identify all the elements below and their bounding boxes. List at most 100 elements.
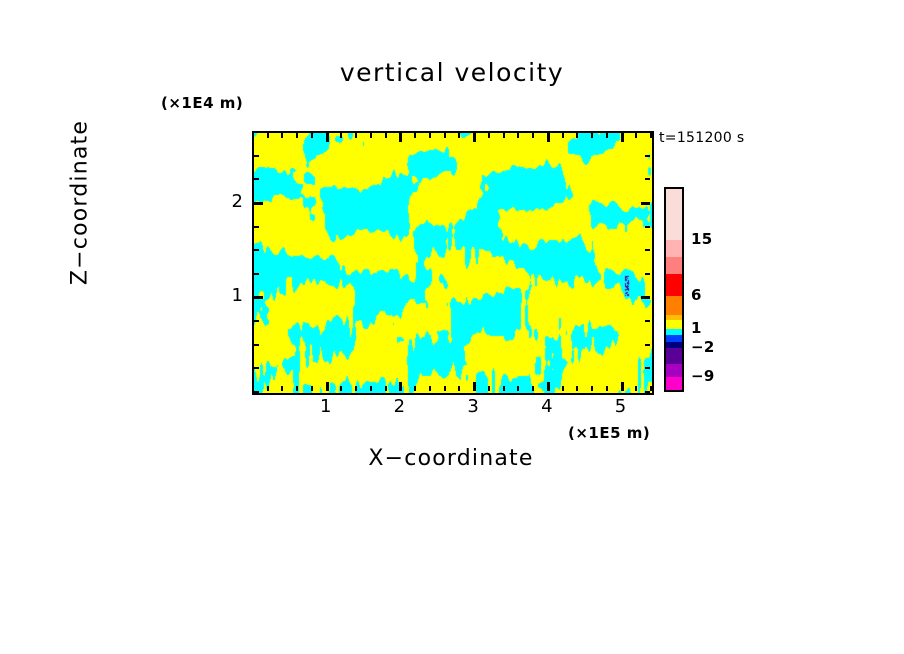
colorbar-tick-label: 6 (691, 285, 702, 304)
tick-mark (252, 133, 254, 138)
tick-mark (311, 386, 313, 391)
tick-mark (645, 320, 650, 322)
tick-mark (254, 296, 263, 299)
tick-mark (645, 367, 650, 369)
tick-mark (621, 382, 624, 391)
colorbar-segment (666, 347, 682, 364)
tick-mark (606, 133, 608, 138)
tick-mark (254, 320, 259, 322)
tick-mark (645, 178, 650, 180)
tick-mark (645, 155, 650, 157)
tick-mark (606, 386, 608, 391)
tick-mark (281, 133, 283, 138)
tick-mark (645, 344, 650, 346)
tick-mark (414, 133, 416, 138)
tick-mark (252, 386, 254, 391)
tick-mark (650, 386, 652, 391)
tick-mark (444, 386, 446, 391)
x-tick-label: 4 (541, 396, 553, 417)
colorbar-segment (666, 314, 682, 320)
tick-mark (635, 133, 637, 138)
x-tick-label: 1 (319, 396, 332, 417)
x-tick-label: 3 (467, 396, 479, 417)
y-axis-unit-label: (×1E4 m) (161, 94, 244, 112)
tick-mark (591, 133, 593, 138)
chart-title: vertical velocity (339, 58, 565, 87)
tick-mark (488, 133, 490, 138)
colorbar-tick-label: 1 (691, 319, 702, 338)
colorbar-segment (666, 240, 682, 258)
tick-mark (641, 296, 650, 299)
tick-mark (641, 202, 650, 205)
tick-mark (576, 133, 578, 138)
tick-mark (503, 386, 505, 391)
colorbar-tick-label: −9 (691, 366, 715, 385)
tick-mark (650, 133, 652, 138)
tick-mark (385, 133, 387, 138)
tick-mark (399, 382, 402, 391)
colorbar-segment (666, 342, 682, 348)
tick-mark (281, 386, 283, 391)
tick-mark (473, 382, 476, 391)
colorbar-segment (666, 329, 682, 336)
tick-mark (355, 386, 357, 391)
tick-mark (370, 386, 372, 391)
colorbar-tick-label: −2 (691, 337, 715, 356)
tick-mark (414, 386, 416, 391)
tick-mark (458, 133, 460, 138)
x-tick-label: 5 (614, 396, 627, 417)
tick-mark (645, 131, 650, 133)
tick-mark (326, 382, 329, 391)
time-annotation: t=151200 s (659, 130, 745, 146)
colorbar-segment (666, 335, 682, 343)
tick-mark (254, 391, 259, 393)
tick-mark (562, 386, 564, 391)
tick-mark (635, 386, 637, 391)
velocity-field-canvas (254, 133, 652, 393)
contour-plot-area (252, 131, 654, 395)
tick-mark (645, 273, 650, 275)
tick-mark (370, 133, 372, 138)
tick-mark (355, 133, 357, 138)
colorbar (664, 187, 684, 392)
colorbar-segment (666, 376, 682, 390)
y-axis-label: Z−coordinate (67, 119, 93, 286)
y-tick-label: 1 (231, 285, 243, 307)
tick-mark (532, 133, 534, 138)
colorbar-segment (666, 319, 682, 330)
tick-mark (296, 133, 298, 138)
tick-mark (254, 178, 259, 180)
tick-mark (591, 386, 593, 391)
colorbar-segment (666, 295, 682, 315)
tick-mark (645, 391, 650, 393)
tick-mark (385, 386, 387, 391)
tick-mark (311, 133, 313, 138)
tick-mark (267, 133, 269, 138)
tick-mark (326, 133, 329, 142)
tick-mark (254, 273, 259, 275)
tick-mark (429, 133, 431, 138)
tick-mark (517, 133, 519, 138)
tick-mark (473, 133, 476, 142)
tick-mark (340, 386, 342, 391)
tick-mark (254, 344, 259, 346)
tick-mark (576, 386, 578, 391)
tick-mark (503, 133, 505, 138)
tick-mark (458, 386, 460, 391)
tick-mark (254, 131, 259, 133)
tick-mark (254, 367, 259, 369)
tick-mark (488, 386, 490, 391)
tick-mark (645, 249, 650, 251)
tick-mark (562, 133, 564, 138)
tick-mark (340, 133, 342, 138)
tick-mark (547, 382, 550, 391)
y-tick-label: 2 (231, 190, 243, 212)
x-axis-label: X−coordinate (368, 446, 534, 471)
tick-mark (517, 386, 519, 391)
colorbar-segment (666, 257, 682, 275)
tick-mark (621, 133, 624, 142)
tick-mark (296, 386, 298, 391)
x-axis-unit-label: (×1E5 m) (568, 424, 651, 442)
colorbar-segment (666, 363, 682, 377)
tick-mark (429, 386, 431, 391)
